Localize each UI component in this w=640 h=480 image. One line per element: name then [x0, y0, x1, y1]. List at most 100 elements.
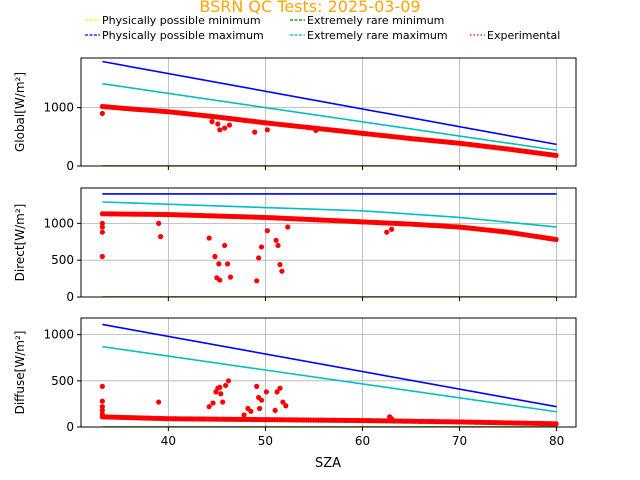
threshold-lines — [102, 193, 557, 297]
x-tick-label: 70 — [452, 434, 467, 448]
data-point — [273, 237, 279, 243]
series-line — [102, 345, 557, 413]
legend-label: Extremely rare maximum — [307, 29, 448, 42]
data-point — [225, 378, 232, 384]
series-line — [102, 201, 557, 228]
data-point — [263, 389, 269, 395]
data-point — [553, 236, 559, 243]
data-point — [274, 389, 280, 395]
data-point — [222, 242, 228, 249]
data-point — [553, 152, 559, 159]
series-line — [102, 82, 557, 152]
panel-2: 0 500 1000 Direct[W/m²] — [13, 187, 577, 304]
y-tick-label: 1000 — [43, 328, 74, 342]
x-tick-label: 40 — [161, 434, 176, 448]
data-point — [252, 129, 258, 135]
experimental-points — [99, 211, 559, 284]
data-point — [99, 110, 105, 117]
data-point — [277, 385, 283, 391]
x-axis-label: SZA — [315, 456, 341, 471]
data-point — [553, 421, 559, 427]
data-point — [156, 220, 162, 226]
data-point — [256, 255, 262, 261]
series-line — [102, 323, 557, 408]
legend-label: Experimental — [487, 29, 560, 42]
data-point — [206, 235, 212, 241]
data-point — [220, 399, 226, 405]
data-point — [99, 224, 105, 230]
experimental-points — [99, 103, 559, 159]
legend-label: Physically possible minimum — [102, 14, 261, 27]
threshold-lines — [102, 323, 557, 427]
data-point — [99, 220, 105, 226]
data-point — [99, 383, 105, 389]
data-point — [388, 416, 395, 422]
y-tick-label: 0 — [66, 420, 74, 434]
data-point — [99, 253, 105, 260]
data-point — [209, 119, 215, 125]
data-point — [264, 127, 270, 133]
data-point — [272, 407, 278, 413]
data-point — [206, 404, 212, 410]
data-point — [254, 383, 260, 389]
data-point — [223, 382, 229, 389]
y-tick-label: 500 — [51, 374, 74, 388]
x-tick-label: 50 — [258, 434, 273, 448]
y-axis-label: Diffuse[W/m²] — [13, 331, 27, 415]
axes-frame — [80, 57, 577, 167]
legend: Physically possible minimum Physically po… — [85, 14, 560, 42]
data-point — [210, 400, 216, 406]
data-point — [212, 253, 218, 260]
data-point — [275, 242, 281, 249]
data-point — [217, 277, 223, 283]
data-point — [313, 127, 319, 133]
data-point — [248, 408, 254, 414]
data-point — [258, 397, 265, 403]
panel-1: 0 1000 Global[W/m²] — [13, 57, 577, 173]
y-tick-label: 0 — [66, 159, 74, 173]
data-point — [279, 268, 285, 274]
experimental-points — [99, 378, 559, 427]
data-point — [99, 229, 105, 235]
data-point — [99, 411, 105, 417]
data-point — [217, 384, 223, 390]
y-tick-label: 0 — [66, 290, 74, 304]
data-point — [256, 405, 263, 412]
data-point — [264, 228, 270, 234]
data-point — [277, 261, 283, 268]
data-point — [388, 226, 395, 232]
data-point — [241, 412, 247, 418]
axes-frame — [80, 187, 577, 298]
data-point — [280, 399, 286, 405]
y-tick-label: 500 — [51, 253, 74, 267]
data-point — [99, 407, 105, 413]
data-point — [157, 234, 164, 240]
data-point — [216, 261, 222, 267]
data-point — [217, 127, 223, 133]
y-axis-label: Global[W/m²] — [13, 72, 27, 152]
threshold-lines — [102, 60, 557, 166]
data-point — [283, 403, 289, 409]
data-point — [384, 229, 390, 235]
chart-title: BSRN QC Tests: 2025-03-09 — [199, 0, 420, 16]
axes-frame — [80, 317, 577, 428]
data-point — [222, 125, 228, 131]
y-axis-label: Direct[W/m²] — [13, 204, 27, 282]
data-point — [285, 224, 291, 230]
data-point — [254, 278, 260, 284]
data-point — [156, 399, 162, 405]
panel-3: 40 50 60 70 80 0 500 1000 Diffuse[W/m²] — [13, 317, 577, 448]
y-tick-label: 1000 — [43, 216, 74, 230]
legend-label: Extremely rare minimum — [307, 14, 444, 27]
x-tick-label: 80 — [549, 434, 564, 448]
data-point — [218, 391, 224, 397]
data-point — [215, 121, 221, 127]
series-line — [102, 60, 557, 146]
legend-label: Physically possible maximum — [102, 29, 264, 42]
x-tick-label: 60 — [355, 434, 370, 448]
data-point — [227, 274, 234, 280]
data-point — [224, 261, 231, 267]
data-point — [99, 404, 105, 410]
